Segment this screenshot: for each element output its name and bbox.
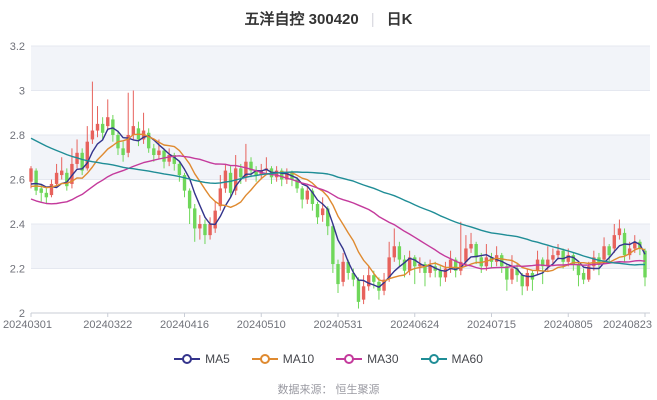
x-tick-label: 20240416 [160, 319, 209, 331]
y-tick-label: 2 [19, 308, 25, 320]
ma-line-ma30 [30, 155, 646, 270]
y-tick-label: 2.4 [10, 219, 25, 231]
x-tick-label: 20240322 [83, 319, 132, 331]
x-tick-label: 20240715 [467, 319, 516, 331]
x-tick-label: 20240510 [237, 319, 286, 331]
stock-name-code: 五洋自控 300420 [244, 11, 359, 28]
x-tick-label: 20240301 [3, 319, 52, 331]
legend: MA5 MA10 MA30 MA60 [0, 352, 657, 366]
candles [29, 81, 647, 309]
legend-marker-ma5 [174, 354, 201, 364]
y-axis-labels: 3.2 3 2.8 2.6 2.4 2.2 2 [10, 41, 25, 320]
title-separator: | [370, 11, 375, 28]
legend-label: MA30 [367, 352, 399, 366]
y-tick-label: 2.8 [10, 130, 25, 142]
legend-item-ma5[interactable]: MA5 [174, 352, 230, 366]
period-label: 日K [386, 11, 413, 28]
price-bands [31, 46, 650, 269]
chart-title: 五洋自控 300420 | 日K [0, 8, 657, 29]
ma-line-ma10 [30, 133, 646, 283]
y-tick-label: 3.2 [10, 41, 25, 53]
ma-line-ma60 [30, 137, 646, 266]
y-tick-label: 3 [19, 86, 25, 98]
x-axis: 20240301 20240322 20240416 20240510 20240531… [3, 312, 652, 331]
legend-label: MA60 [451, 352, 483, 366]
legend-marker-ma30 [336, 354, 363, 364]
x-tick-label: 20240823 [603, 319, 652, 331]
data-source-note: 数据来源： 恒生聚源 [277, 384, 380, 396]
legend-marker-ma60 [420, 354, 447, 364]
legend-marker-ma10 [251, 354, 278, 364]
ma-line-ma5 [30, 127, 646, 288]
legend-item-ma30[interactable]: MA30 [336, 352, 399, 366]
x-tick-label: 20240531 [314, 319, 363, 331]
legend-label: MA5 [205, 352, 230, 366]
y-tick-label: 2.2 [10, 264, 25, 276]
legend-label: MA10 [282, 352, 315, 366]
legend-item-ma60[interactable]: MA60 [420, 352, 483, 366]
legend-item-ma10[interactable]: MA10 [251, 352, 315, 366]
x-tick-label: 20240805 [544, 319, 593, 331]
y-tick-label: 2.6 [10, 175, 25, 187]
x-tick-label: 20240624 [390, 319, 439, 331]
